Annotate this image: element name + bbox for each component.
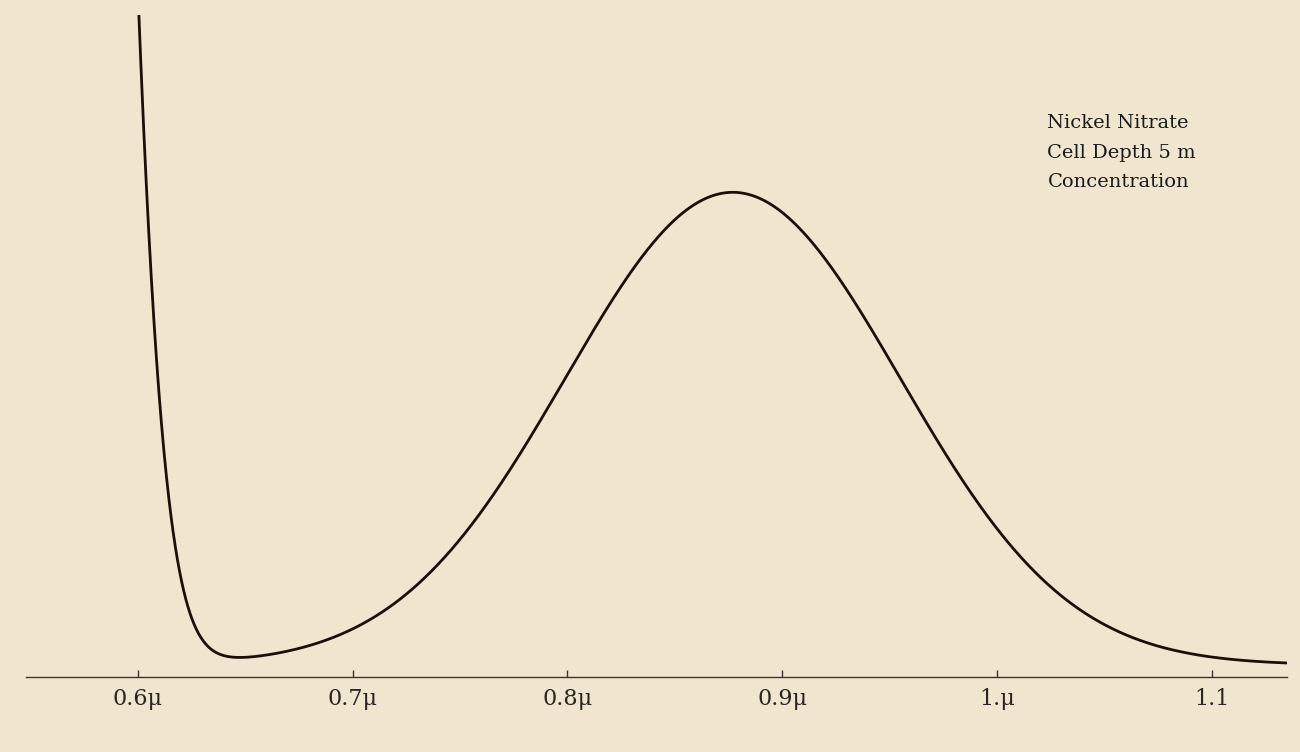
- Text: Nickel Nitrate
Cell Depth 5 m
Concentration: Nickel Nitrate Cell Depth 5 m Concentrat…: [1048, 114, 1196, 191]
